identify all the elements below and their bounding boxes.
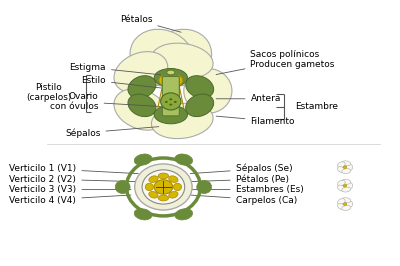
Ellipse shape [197,180,212,194]
Ellipse shape [161,93,181,110]
Ellipse shape [169,192,178,198]
Ellipse shape [169,103,172,106]
Ellipse shape [165,101,168,103]
Ellipse shape [114,52,168,93]
Ellipse shape [175,209,193,220]
Ellipse shape [346,201,353,207]
Ellipse shape [342,169,351,174]
Ellipse shape [154,105,188,124]
Text: Estilo: Estilo [81,76,161,88]
Ellipse shape [338,185,345,191]
Text: Estambres (Es): Estambres (Es) [190,185,303,194]
Ellipse shape [134,154,152,165]
Ellipse shape [342,161,351,166]
Ellipse shape [169,98,172,100]
Ellipse shape [342,206,351,210]
Ellipse shape [159,76,167,85]
Ellipse shape [186,94,214,117]
Ellipse shape [128,94,156,117]
Ellipse shape [174,76,183,85]
Ellipse shape [142,170,185,204]
Ellipse shape [343,203,347,205]
Ellipse shape [149,176,158,182]
Text: Sacos polínicos
Producen gametos: Sacos polínicos Producen gametos [216,49,335,74]
Ellipse shape [338,167,345,173]
Ellipse shape [346,164,353,171]
Ellipse shape [152,43,213,78]
Ellipse shape [158,195,168,201]
Ellipse shape [152,103,213,139]
Text: Verticilo 4 (V4): Verticilo 4 (V4) [10,195,131,205]
Ellipse shape [342,187,351,192]
Ellipse shape [115,180,130,194]
Ellipse shape [338,203,345,210]
Ellipse shape [167,70,175,75]
Ellipse shape [186,76,214,98]
Ellipse shape [135,164,192,210]
Text: Pétalos: Pétalos [120,15,181,32]
Text: Verticilo 3 (V3): Verticilo 3 (V3) [9,185,131,194]
Ellipse shape [174,101,177,103]
Ellipse shape [128,76,156,98]
Text: Estambre: Estambre [295,102,338,111]
Ellipse shape [171,76,179,85]
Text: Verticilo 2 (V2): Verticilo 2 (V2) [10,174,136,184]
Text: Sépalos: Sépalos [65,127,159,138]
Ellipse shape [338,162,345,168]
Ellipse shape [145,183,154,191]
Text: Pistilo
(carpelos): Pistilo (carpelos) [26,82,71,102]
Ellipse shape [174,183,182,191]
Text: Estigma: Estigma [70,63,161,75]
Text: Ovario
con óvulos: Ovario con óvulos [50,92,161,111]
Ellipse shape [342,198,351,203]
Ellipse shape [147,29,212,86]
Ellipse shape [130,29,194,86]
Text: Verticilo 1 (V1): Verticilo 1 (V1) [9,164,138,174]
Text: Filamento: Filamento [216,116,295,126]
Ellipse shape [158,173,168,179]
Ellipse shape [342,179,351,184]
Text: Pétalos (Pe): Pétalos (Pe) [190,174,289,184]
Text: Carpelos (Ca): Carpelos (Ca) [190,195,297,205]
Ellipse shape [114,89,168,130]
Ellipse shape [343,184,347,187]
Ellipse shape [175,154,193,165]
Ellipse shape [184,69,232,113]
Ellipse shape [169,176,178,182]
Ellipse shape [338,180,345,186]
Ellipse shape [343,166,347,169]
Ellipse shape [134,209,152,220]
FancyBboxPatch shape [162,76,179,116]
Text: Antera: Antera [216,94,281,103]
Ellipse shape [149,192,158,198]
Ellipse shape [346,182,353,189]
Ellipse shape [154,180,173,194]
Ellipse shape [154,69,188,87]
Text: Sépalos (Se): Sépalos (Se) [190,164,292,174]
Ellipse shape [162,76,170,85]
Ellipse shape [338,199,345,205]
